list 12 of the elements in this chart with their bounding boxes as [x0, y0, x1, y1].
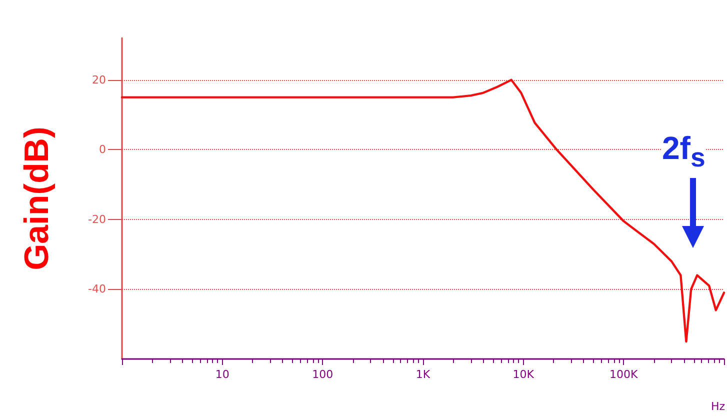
x-tick-label: 100K	[610, 368, 639, 381]
x-tick-label: 10	[215, 368, 230, 381]
x-tick-label: 100	[312, 368, 334, 381]
x-tick-label: 1K	[416, 368, 431, 381]
y-tick-label: 0	[99, 143, 106, 156]
x-axis-title: Hz	[710, 400, 725, 413]
y-tick-label: -40	[88, 282, 106, 296]
y-tick-label: 20	[92, 73, 106, 86]
annotation: 2f$_{s}$	[662, 130, 706, 174]
x-tick-label: 10K	[512, 368, 535, 381]
y-axis-title: Gain(dB)	[18, 126, 56, 270]
y-tick-label: -20	[88, 212, 106, 226]
